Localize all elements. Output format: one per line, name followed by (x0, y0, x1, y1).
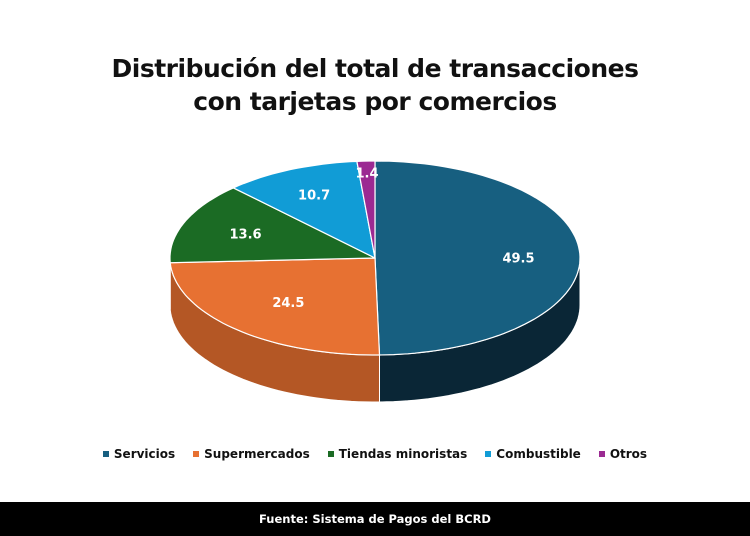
legend-item: Combustible (485, 447, 581, 461)
title-line-2: con tarjetas por comercios (193, 87, 557, 116)
legend-swatch (193, 451, 200, 457)
chart-title: Distribución del total de transacciones … (0, 52, 750, 118)
legend-label: Supermercados (204, 447, 310, 461)
data-label: 49.5 (502, 251, 534, 266)
legend-item: Servicios (102, 447, 176, 461)
data-label: 10.7 (298, 188, 330, 203)
legend-swatch (102, 451, 109, 457)
data-label: 1.4 (356, 167, 379, 182)
footer-source: Fuente: Sistema de Pagos del BCRD (0, 502, 750, 536)
legend-swatch (327, 451, 334, 457)
data-label: 24.5 (272, 296, 304, 311)
pie-slice-combustible (231, 160, 376, 260)
legend-item: Otros (598, 447, 648, 461)
title-line-1: Distribución del total de transacciones (111, 54, 639, 83)
pie-slice-supermercados (169, 257, 381, 356)
pie-slice-otros (356, 160, 376, 259)
legend: Servicios Supermercados Tiendas minoristas… (0, 447, 750, 461)
legend-label: Servicios (113, 447, 176, 461)
legend-item: Supermercados (193, 447, 310, 461)
legend-item: Tiendas minoristas (327, 447, 468, 461)
legend-swatch (485, 451, 492, 457)
pie-chart: 49.5 24.5 13.6 10.7 1.4 (169, 160, 581, 403)
data-label: 13.6 (229, 228, 261, 243)
pie-slice-tiendas-minoristas (169, 187, 376, 264)
pie-slice-servicios (374, 160, 581, 356)
legend-swatch (598, 451, 605, 457)
legend-label: Tiendas minoristas (338, 447, 468, 461)
legend-label: Otros (609, 447, 648, 461)
legend-label: Combustible (496, 447, 581, 461)
